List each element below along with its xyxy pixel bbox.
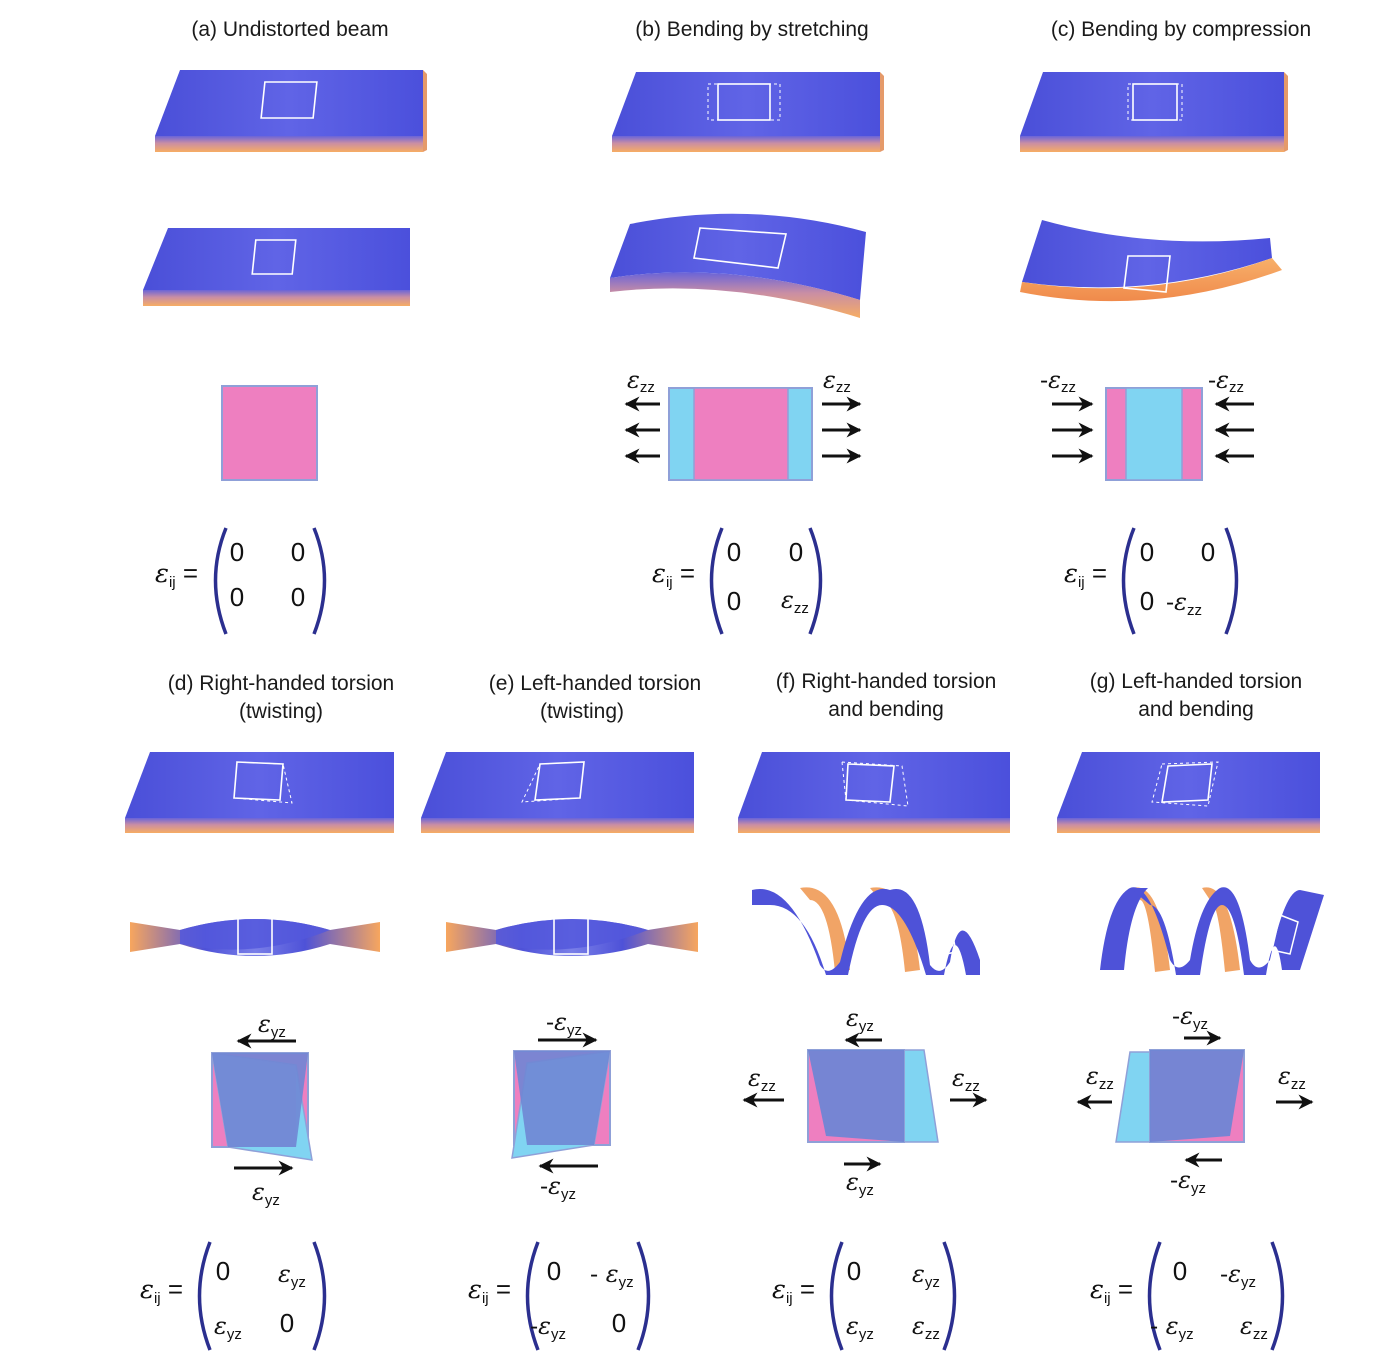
matrix-e-m11: 0 [547,1256,561,1286]
matrix-g: εij = 0 -εyz - εyz εzz [1090,1241,1285,1351]
tensor-label-f: εij = [772,1274,815,1307]
matrix-a-m12: 0 [291,537,305,567]
square-c-compressed [1105,387,1203,481]
matrix-f-m22: εzz [912,1312,940,1343]
ribbon-d-twisted [130,917,380,956]
matrix-a-m21: 0 [230,582,244,612]
matrix-d-m21: εyz [214,1312,242,1343]
matrix-g-m22: εzz [1240,1312,1268,1343]
panel-d-title-line1: (d) Right-handed torsion [168,672,394,695]
matrix-f: εij = 0 εyz εyz εzz [772,1241,957,1351]
label-b-right: εzz [823,366,851,396]
matrix-d: εij = 0 εyz εyz 0 [140,1241,327,1351]
beam-d-top [125,752,394,833]
label-f-left: εzz [748,1064,776,1095]
arrows-c-left [1052,396,1094,464]
tensor-label-a: εij = [155,558,198,591]
matrix-e-m22: 0 [612,1308,626,1338]
shear-square-g [1115,1049,1245,1143]
shear-square-f [807,1049,939,1143]
beam-b-bent-stretched [610,213,866,318]
helix-f [752,887,980,975]
tensor-label-c: εij = [1064,558,1107,591]
panel-e-title-line1: (e) Left-handed torsion [489,672,701,695]
matrix-b-m21: 0 [727,586,741,616]
label-g-top: -εyz [1172,1002,1208,1033]
square-a-undistorted [221,385,318,481]
label-e-top: -εyz [546,1008,582,1039]
panel-g-title-line2: and bending [1138,698,1254,721]
matrix-a: εij = 0 0 0 0 [155,527,327,635]
matrix-d-m22: 0 [280,1308,294,1338]
label-d-bottom: εyz [252,1178,280,1209]
matrix-d-m12: εyz [278,1260,306,1291]
matrix-c-m12: 0 [1201,537,1215,567]
panel-a-title: (a) Undistorted beam [191,18,388,41]
label-g-right: εzz [1278,1062,1306,1093]
beam-b-top [612,72,884,152]
beam-g-top [1057,752,1320,833]
matrix-c-m22: -εzz [1166,588,1202,619]
matrix-g-m12: -εyz [1220,1260,1256,1291]
label-e-bottom: -εyz [540,1172,576,1203]
square-b-stretched [668,387,813,481]
label-g-bottom: -εyz [1170,1166,1206,1197]
tensor-label-e: εij = [468,1274,511,1307]
beam-a-deformed [143,228,410,306]
matrix-b-m11: 0 [727,537,741,567]
panel-g-title-line1: (g) Left-handed torsion [1090,670,1302,693]
matrix-e: εij = 0 - εyz -εyz 0 [468,1241,651,1351]
matrix-g-m11: 0 [1173,1256,1187,1286]
beam-c-top [1020,72,1288,152]
matrix-e-m21: -εyz [530,1312,566,1343]
matrix-a-m22: 0 [291,582,305,612]
panel-f-title-line2: and bending [828,698,944,721]
matrix-b-m12: 0 [789,537,803,567]
label-f-top: εyz [846,1004,874,1035]
panel-b-title: (b) Bending by stretching [635,18,868,41]
arrows-c-right [1214,396,1254,464]
matrix-e-m12: - εyz [590,1260,634,1291]
tensor-label-b: εij = [652,558,695,591]
label-b-left-eps: ε [627,366,640,394]
matrix-f-m21: εyz [846,1312,874,1343]
matrix-f-m11: 0 [847,1256,861,1286]
label-d-top: εyz [258,1010,286,1041]
matrix-b: εij = 0 0 0 εzz [652,527,823,635]
ribbon-e-twisted [446,917,698,956]
beam-c-bent-compressed [1020,220,1282,302]
arrows-b-right [822,396,862,464]
beam-f-top [738,752,1010,833]
label-c-left: -εzz [1040,366,1076,396]
matrix-a-m11: 0 [230,537,244,567]
matrix-g-m21: - εyz [1150,1312,1194,1343]
label-f-bottom: εyz [846,1168,874,1199]
label-f-right: εzz [952,1064,980,1095]
matrix-c: εij = 0 0 0 -εzz [1064,527,1239,635]
panel-d-title-line2: (twisting) [239,700,323,723]
matrix-b-m22: εzz [781,586,809,617]
beam-a-top [155,70,427,152]
matrix-c-m21: 0 [1140,586,1154,616]
shear-square-e [511,1050,611,1159]
label-b-left: εzz [627,366,655,396]
tensor-label-d: εij = [140,1274,183,1307]
tensor-label-g: εij = [1090,1274,1133,1307]
label-g-left: εzz [1086,1062,1114,1093]
matrix-d-m11: 0 [216,1256,230,1286]
arrows-b-left [624,396,660,464]
panel-f-title-line1: (f) Right-handed torsion [776,670,997,693]
panel-e-title-line2: (twisting) [540,700,624,723]
shear-square-d [211,1052,313,1161]
matrix-c-m11: 0 [1140,537,1154,567]
matrix-f-m12: εyz [912,1260,940,1291]
label-c-right: -εzz [1208,366,1244,396]
panel-c-title: (c) Bending by compression [1051,18,1311,41]
beam-e-top [421,752,694,833]
helix-g [1100,887,1324,975]
